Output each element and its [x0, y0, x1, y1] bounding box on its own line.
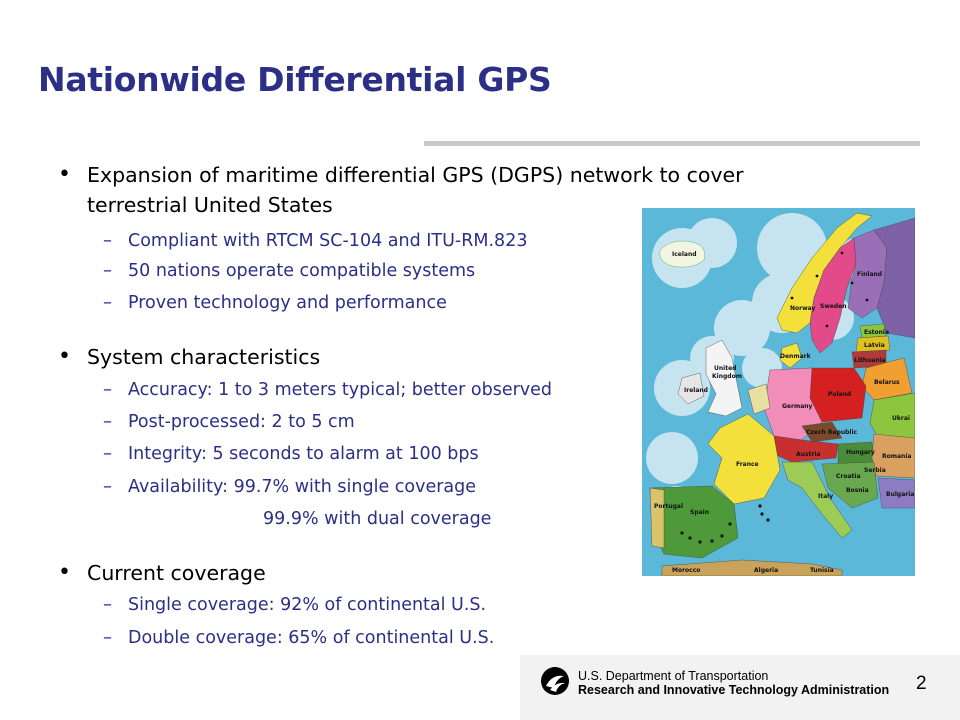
dash-icon: –	[103, 230, 112, 251]
svg-text:Croatia: Croatia	[836, 473, 861, 480]
svg-text:Poland: Poland	[828, 391, 851, 398]
svg-text:Norway: Norway	[790, 305, 816, 312]
bullet-text: System characteristics	[87, 345, 321, 369]
svg-text:Kingdom: Kingdom	[712, 373, 742, 380]
footer-administration: Research and Innovative Technology Admin…	[578, 683, 890, 697]
bullet-text-continuation: terrestrial United States	[87, 193, 333, 217]
dash-icon: –	[103, 379, 112, 400]
svg-text:Latvia: Latvia	[864, 342, 885, 349]
dash-icon: –	[103, 443, 112, 464]
sub-bullet-text: Compliant with RTCM SC-104 and ITU-RM.82…	[128, 231, 528, 251]
svg-text:Romania: Romania	[882, 453, 911, 460]
bullet-icon: •	[58, 560, 71, 585]
dash-icon: –	[103, 411, 112, 432]
bullet-icon: •	[58, 162, 71, 187]
footer-department: U.S. Department of Transportation	[578, 669, 769, 683]
svg-text:Ireland: Ireland	[684, 387, 708, 394]
sub-bullet-text: Post-processed: 2 to 5 cm	[128, 412, 355, 432]
svg-text:Austria: Austria	[796, 451, 820, 458]
svg-text:Morocco: Morocco	[672, 567, 700, 574]
svg-text:Finland: Finland	[857, 271, 882, 278]
svg-text:Denmark: Denmark	[780, 353, 812, 360]
title-divider	[424, 141, 920, 146]
svg-text:Serbia: Serbia	[864, 467, 886, 474]
svg-text:Estonia: Estonia	[864, 329, 889, 336]
sub-bullet-text: Proven technology and performance	[128, 293, 447, 313]
svg-text:France: France	[736, 461, 759, 468]
page-number: 2	[916, 673, 927, 694]
svg-text:Italy: Italy	[818, 493, 833, 500]
svg-text:Sweden: Sweden	[820, 303, 847, 310]
map-label-iceland: Iceland	[672, 251, 697, 258]
sub-bullet-text: Double coverage: 65% of continental U.S.	[128, 628, 495, 648]
bullet-text: Current coverage	[87, 561, 266, 585]
dash-icon: –	[103, 627, 112, 648]
sub-bullet-text: 50 nations operate compatible systems	[128, 261, 476, 281]
svg-text:Portugal: Portugal	[654, 503, 683, 510]
slide-title: Nationwide Differential GPS	[38, 60, 552, 99]
dot-logo-icon	[541, 667, 569, 695]
footer-bar	[520, 655, 960, 720]
svg-text:Czech Republic: Czech Republic	[806, 429, 858, 436]
svg-text:Algeria: Algeria	[754, 567, 778, 574]
svg-text:Belarus: Belarus	[874, 379, 900, 386]
sub-bullet-text: Accuracy: 1 to 3 meters typical; better …	[128, 380, 553, 400]
dash-icon: –	[103, 476, 112, 497]
dash-icon: –	[103, 594, 112, 615]
svg-text:Germany: Germany	[782, 403, 813, 410]
bullet-text: Expansion of maritime differential GPS (…	[87, 163, 744, 187]
svg-text:Bulgaria: Bulgaria	[886, 491, 914, 498]
dash-icon: –	[103, 292, 112, 313]
sub-bullet-continuation: 99.9% with dual coverage	[263, 509, 492, 529]
europe-dgps-coverage-map: Iceland Norway Sweden Finland Estonia La…	[642, 208, 915, 576]
svg-text:Lithuania: Lithuania	[854, 357, 886, 364]
sub-bullet-text: Integrity: 5 seconds to alarm at 100 bps	[128, 444, 479, 464]
svg-text:Bosnia: Bosnia	[846, 487, 869, 494]
svg-text:Tunisia: Tunisia	[810, 567, 834, 574]
svg-text:Ukrai: Ukrai	[892, 415, 910, 422]
svg-text:Hungary: Hungary	[846, 449, 875, 456]
sub-bullet-text: Single coverage: 92% of continental U.S.	[128, 595, 487, 615]
svg-text:Spain: Spain	[690, 509, 709, 516]
svg-text:United: United	[714, 365, 736, 372]
sub-bullet-text: Availability: 99.7% with single coverage	[128, 477, 477, 497]
bullet-icon: •	[58, 344, 71, 369]
dash-icon: –	[103, 260, 112, 281]
